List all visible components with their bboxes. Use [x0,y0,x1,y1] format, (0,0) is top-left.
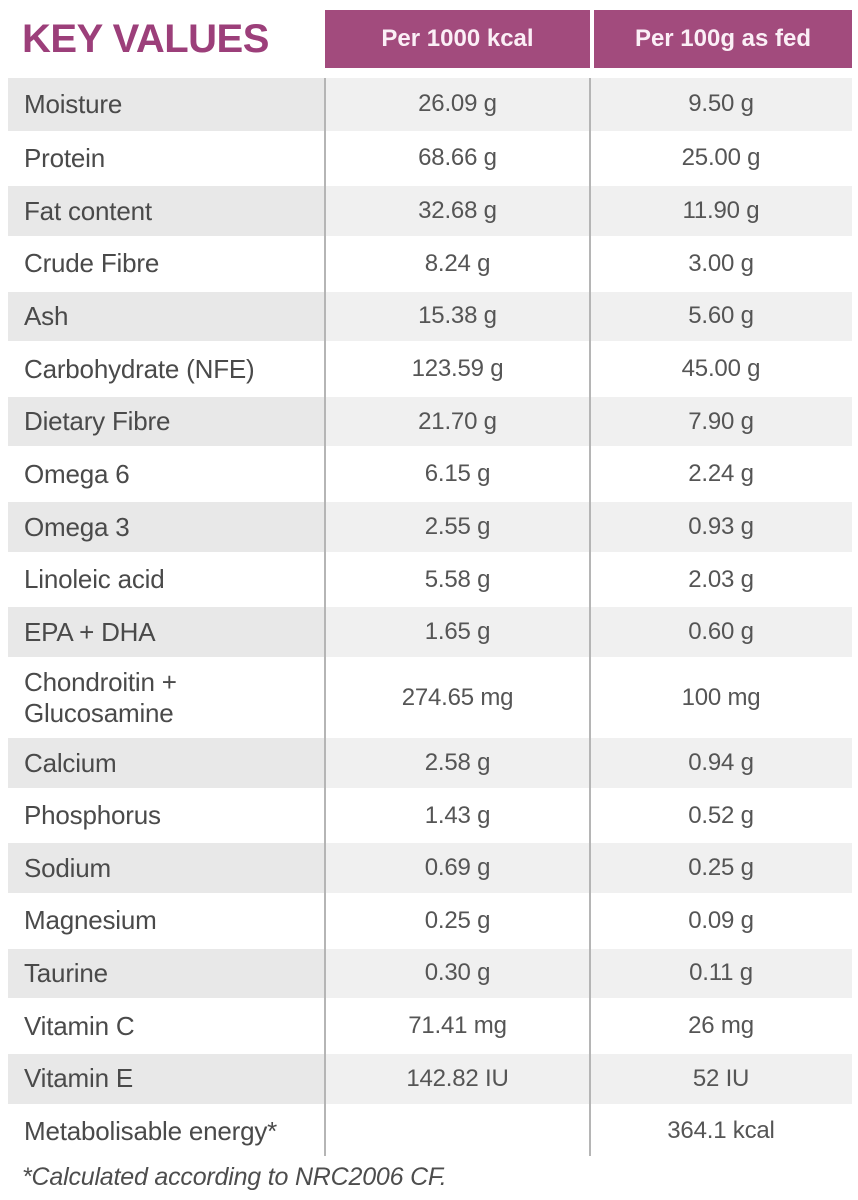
table-row: Taurine 0.30 g 0.11 g [8,945,852,999]
row-label: Chondroitin + Glucosamine [24,666,177,728]
value-per-100g-as-fed: 364.1 kcal [667,1117,775,1145]
row-label: Vitamin C [24,1010,135,1041]
table-row: EPA + DHA 1.65 g 0.60 g [8,604,852,658]
value-per-100g-as-fed: 0.93 g [590,502,852,552]
value-per-1000-kcal [325,1107,590,1157]
value-per-1000-kcal: 1.65 g [325,607,590,658]
table-row: Sodium 0.69 g 0.25 g [8,840,852,893]
value-per-1000-kcal: 15.38 g [325,291,590,342]
row-label: Fat content [8,186,325,236]
table-row: Carbohydrate (NFE) 123.59 g 45.00 g [8,341,852,394]
value-per-100g-as-fed: 0.60 g [590,607,852,658]
table-row: Metabolisable energy* 364.1 kcal [8,1103,852,1157]
table-row: Linoleic acid 5.58 g 2.03 g [8,551,852,605]
table-row: Phosphorus 1.43 g 0.52 g [8,787,852,841]
row-label: Metabolisable energy* [24,1116,278,1147]
row-label: Calcium [8,738,325,788]
table-row: Moisture 26.09 g 9.50 g [8,78,852,131]
row-label: Taurine [8,948,325,999]
column-header-per-100g-as-fed: Per 100g as fed [594,10,852,68]
row-label: Vitamin E [8,1053,325,1104]
value-per-1000-kcal: 8.24 g [424,249,491,277]
table-row: Chondroitin + Glucosamine 274.65 mg 100 mg [8,657,852,735]
row-label: Carbohydrate (NFE) [24,353,255,384]
value-per-1000-kcal: 0.25 g [424,906,491,934]
page-title: KEY VALUES [22,16,269,61]
row-label: Crude Fibre [24,248,160,279]
value-per-100g-as-fed: 25.00 g [681,144,761,172]
value-per-1000-kcal: 21.70 g [325,396,590,447]
row-label: Dietary Fibre [8,396,325,447]
table-row: Omega 6 6.15 g 2.24 g [8,446,852,499]
value-per-1000-kcal: 274.65 mg [401,683,514,711]
table-row: Crude Fibre 8.24 g 3.00 g [8,235,852,289]
value-per-1000-kcal: 0.30 g [325,948,590,999]
value-per-100g-as-fed: 0.25 g [590,843,852,893]
row-label: Omega 3 [8,502,325,552]
value-per-100g-as-fed: 3.00 g [688,249,754,277]
table-row: Omega 3 2.55 g 0.93 g [8,499,852,552]
row-label: EPA + DHA [8,607,325,658]
footnote: *Calculated according to NRC2006 CF. [22,1163,447,1191]
table-row: Calcium 2.58 g 0.94 g [8,735,852,788]
row-label: Phosphorus [24,800,161,831]
value-per-100g-as-fed: 0.52 g [688,801,754,829]
value-per-1000-kcal: 0.69 g [325,843,590,893]
value-per-100g-as-fed: 0.11 g [590,948,852,999]
value-per-100g-as-fed: 2.03 g [688,565,754,593]
value-per-100g-as-fed: 7.90 g [590,396,852,447]
value-per-1000-kcal: 6.15 g [424,460,491,488]
row-label: Sodium [8,843,325,893]
row-label: Magnesium [24,905,157,936]
value-per-100g-as-fed: 11.90 g [590,186,852,236]
value-per-100g-as-fed: 0.94 g [590,738,852,788]
header-column-gap [590,10,594,68]
value-per-1000-kcal: 1.43 g [424,801,491,829]
row-label: Ash [8,291,325,342]
table-row: Dietary Fibre 21.70 g 7.90 g [8,393,852,447]
table-header-row: KEY VALUES Per 1000 kcal Per 100g as fed [8,10,852,68]
table-row: Protein 68.66 g 25.00 g [8,130,852,184]
value-per-1000-kcal: 68.66 g [418,144,497,172]
table-body: Moisture 26.09 g 9.50 g Protein 68.66 g 25.00… [8,78,852,1156]
value-per-100g-as-fed: 100 mg [681,683,761,711]
value-per-1000-kcal: 2.58 g [325,738,590,788]
table-row: Fat content 32.68 g 11.90 g [8,183,852,236]
value-per-100g-as-fed: 5.60 g [590,291,852,342]
value-per-1000-kcal: 142.82 IU [325,1053,590,1104]
row-label: Moisture [8,78,325,131]
column-header-per-1000-kcal: Per 1000 kcal [325,10,590,68]
value-per-100g-as-fed: 26 mg [688,1012,754,1040]
value-per-1000-kcal: 2.55 g [325,502,590,552]
table-row: Ash 15.38 g 5.60 g [8,288,852,342]
column-divider-right [589,78,591,1156]
table-row: Vitamin E 142.82 IU 52 IU [8,1050,852,1104]
value-per-1000-kcal: 26.09 g [325,78,590,131]
value-per-1000-kcal: 32.68 g [325,186,590,236]
row-label: Protein [24,143,105,174]
value-per-100g-as-fed: 45.00 g [681,355,761,383]
table-title-cell: KEY VALUES [8,10,325,68]
value-per-1000-kcal: 5.58 g [424,565,491,593]
value-per-100g-as-fed: 0.09 g [688,906,754,934]
value-per-1000-kcal: 123.59 g [411,355,504,383]
value-per-100g-as-fed: 9.50 g [590,78,852,131]
row-label: Omega 6 [24,458,130,489]
table-row: Vitamin C 71.41 mg 26 mg [8,998,852,1051]
column-divider-left [324,78,326,1156]
table-row: Magnesium 0.25 g 0.09 g [8,892,852,946]
value-per-1000-kcal: 71.41 mg [408,1012,507,1040]
value-per-100g-as-fed: 52 IU [590,1053,852,1104]
row-label: Linoleic acid [24,564,165,595]
value-per-100g-as-fed: 2.24 g [688,460,754,488]
